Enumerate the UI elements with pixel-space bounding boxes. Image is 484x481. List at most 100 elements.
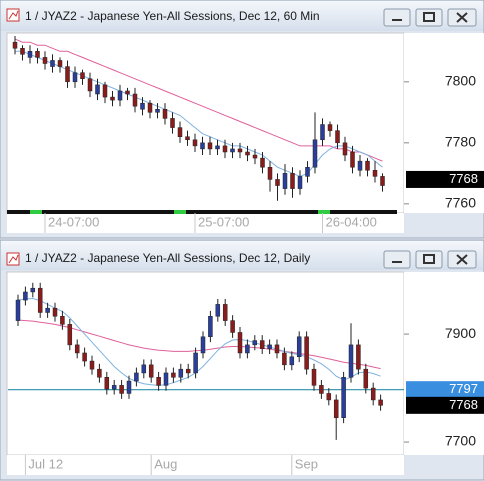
candle-body (65, 66, 70, 83)
candle-body (267, 166, 273, 180)
window-icon (6, 8, 20, 22)
candle-body (252, 154, 258, 159)
x-tick-label: Jul 12 (28, 456, 63, 471)
candle-body (215, 145, 220, 150)
candle-body (237, 332, 243, 354)
candle-body (252, 340, 258, 346)
moving-average (17, 297, 381, 386)
candle-body (193, 352, 198, 374)
candle-body (192, 139, 198, 147)
candle-body (304, 336, 309, 370)
candle-body (259, 340, 265, 349)
candle-body (42, 57, 48, 64)
window-icon (6, 252, 20, 266)
candle-body (50, 60, 55, 67)
candle-body (87, 78, 93, 92)
candle-body (162, 109, 168, 119)
candle-body (134, 372, 139, 382)
candle-body (222, 304, 228, 321)
window: 1 / JYAZ2 - Japanese Yen-All Sessions, D… (0, 239, 484, 481)
candle-body (342, 142, 348, 156)
price-box (406, 396, 484, 414)
y-tick-label: 7700 (445, 433, 476, 449)
window-title: 1 / JYAZ2 - Japanese Yen-All Sessions, D… (25, 9, 320, 23)
candle-body (119, 385, 124, 394)
candle-body (45, 307, 50, 313)
window-buttons[interactable] (383, 8, 477, 27)
price-box (406, 170, 484, 188)
x-tick-label: 24-07:00 (48, 214, 99, 229)
candle-body (245, 151, 250, 156)
price-box-label: 7768 (449, 397, 478, 412)
candle-body (27, 51, 33, 58)
candle-body (335, 130, 340, 144)
session-bar (7, 210, 397, 214)
candle-body (327, 124, 333, 131)
window-title: 1 / JYAZ2 - Japanese Yen-All Sessions, D… (25, 251, 310, 265)
candle-body (12, 41, 18, 49)
candle-body (333, 399, 339, 419)
candle-body (163, 372, 169, 386)
candle-body (125, 90, 130, 95)
candle-body (141, 364, 147, 374)
candle-body (297, 176, 303, 189)
moving-average (14, 38, 383, 162)
candle-body (326, 393, 332, 401)
candle-body (20, 48, 25, 55)
window-buttons[interactable] (383, 250, 477, 269)
candle-body (185, 136, 190, 141)
candle-body (267, 344, 272, 349)
candle-body (378, 399, 383, 406)
candle-body (104, 377, 110, 390)
x-tick-label: Sep (295, 456, 318, 471)
candle-body (148, 364, 154, 378)
candle-body (102, 84, 108, 98)
candle-body (132, 93, 138, 107)
candle-body (230, 320, 235, 333)
candle-body (89, 360, 95, 370)
candle-body (23, 291, 28, 301)
x-tick-label: 25-07:00 (198, 214, 249, 229)
candle-body (215, 304, 221, 317)
x-tick-label: 26-04:00 (326, 214, 377, 229)
candle-body (177, 127, 183, 137)
candle-body (60, 316, 65, 325)
candle-body (312, 139, 318, 168)
candle-body (365, 160, 370, 171)
candle-body (57, 60, 63, 67)
candle-body (117, 90, 123, 101)
candle-body (245, 344, 250, 354)
candle-body (200, 142, 205, 150)
candle-body (207, 142, 213, 150)
candle-body (170, 118, 175, 128)
candle-body (80, 72, 85, 80)
candle-body (290, 173, 295, 189)
candle-body (155, 109, 160, 113)
candle-body (311, 368, 317, 386)
candle-body (320, 124, 325, 141)
y-tick-label: 7780 (445, 134, 476, 150)
candle-body (275, 179, 280, 186)
candle-body (350, 151, 355, 168)
candle-body (30, 287, 36, 293)
candle-body (208, 316, 213, 338)
candle-body (156, 377, 161, 386)
price-box-label: 7768 (449, 171, 478, 186)
candle-body (37, 287, 43, 313)
price-box (406, 381, 484, 399)
candle-body (274, 344, 280, 354)
candle-body (289, 356, 295, 366)
y-tick-label: 7760 (445, 195, 476, 211)
candle-body (380, 176, 385, 186)
candle-body (82, 352, 87, 362)
candle-body (97, 368, 102, 378)
candle-body (341, 377, 346, 419)
x-tick-label: Aug (154, 456, 177, 471)
candle-body (370, 387, 376, 401)
candle-body (230, 148, 235, 153)
candle-body (35, 51, 40, 58)
candle-body (111, 385, 117, 390)
candle-body (260, 157, 265, 168)
candle-body (296, 336, 302, 358)
